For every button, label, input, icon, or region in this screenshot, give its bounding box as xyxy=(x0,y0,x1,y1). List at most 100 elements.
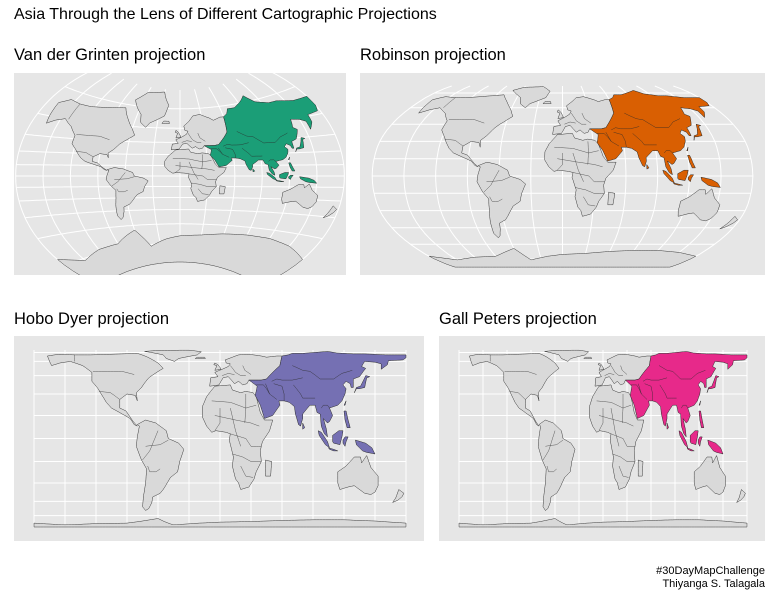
country-border xyxy=(244,394,246,424)
country-border xyxy=(92,371,135,375)
asia-highlight xyxy=(203,95,318,184)
country-border xyxy=(230,433,262,447)
asia-country-border xyxy=(268,159,276,162)
map-panel-robinson xyxy=(360,73,765,275)
country-border xyxy=(542,430,556,461)
land-layer xyxy=(46,91,337,275)
asia-new-guinea xyxy=(299,176,317,184)
country-border xyxy=(620,365,628,375)
country-border xyxy=(175,165,215,171)
landmass-new-zealand xyxy=(736,489,746,503)
meridian-line xyxy=(673,85,754,267)
country-border xyxy=(222,373,235,376)
landmass-greenland xyxy=(135,91,170,128)
landmass-australia xyxy=(281,183,318,209)
landmass-australia xyxy=(693,455,726,495)
country-border xyxy=(564,121,576,125)
asia-highlight xyxy=(589,90,721,188)
asia-japan xyxy=(354,375,371,393)
map-panel-gall-peters xyxy=(439,336,765,541)
asia-country-border xyxy=(252,132,288,144)
country-border xyxy=(610,365,623,376)
country-border xyxy=(201,154,203,170)
asia-country-border xyxy=(223,144,232,147)
country-border xyxy=(546,465,557,472)
asia-country-border xyxy=(659,384,677,399)
asia-asia-mainland xyxy=(203,95,318,176)
country-border xyxy=(99,391,120,400)
country-border xyxy=(187,133,202,143)
country-border xyxy=(554,147,599,154)
panel-title-gall-peters: Gall Peters projection xyxy=(439,310,597,328)
asia-country-border xyxy=(271,378,283,382)
landmass-europe xyxy=(594,354,652,387)
panel-title-hobo-dyer: Hobo Dyer projection xyxy=(14,310,169,328)
country-border xyxy=(610,408,620,447)
asia-sulawesi xyxy=(342,436,349,447)
country-border xyxy=(604,373,615,376)
asia-country-border xyxy=(225,147,236,159)
country-border xyxy=(573,172,605,182)
country-border xyxy=(504,371,537,375)
country-border xyxy=(147,465,161,472)
asia-borneo xyxy=(689,430,699,445)
asia-country-border xyxy=(638,383,648,400)
country-border xyxy=(618,465,629,478)
country-border xyxy=(188,161,199,180)
asia-japan xyxy=(295,137,306,153)
country-border xyxy=(190,182,217,187)
country-border xyxy=(145,439,169,447)
landmass-australia xyxy=(677,188,721,222)
parallel-line xyxy=(16,186,344,188)
landmass-south-america xyxy=(136,419,185,511)
asia-sulawesi xyxy=(697,436,703,447)
country-border xyxy=(583,196,596,207)
asia-country-border xyxy=(613,132,627,148)
landmass-iceland xyxy=(161,120,170,124)
asia-philippines xyxy=(687,155,696,169)
land-layer xyxy=(458,349,748,528)
landmass-new-zealand xyxy=(322,205,337,219)
asia-country-border xyxy=(282,377,303,381)
country-border xyxy=(622,394,624,424)
country-border xyxy=(230,408,241,447)
landmass-north-america xyxy=(418,94,514,168)
country-border xyxy=(509,391,526,400)
asia-new-guinea xyxy=(700,176,721,188)
landmass-madagascar xyxy=(219,185,226,195)
asia-java xyxy=(275,179,285,182)
asia-highlight xyxy=(248,351,407,455)
landmass-new-zealand xyxy=(719,216,738,230)
country-border xyxy=(197,133,206,142)
asia-country-border xyxy=(681,405,688,409)
country-border xyxy=(242,365,252,375)
landmass-iceland xyxy=(583,356,593,359)
land-layer xyxy=(418,86,738,268)
landmass-antarctica xyxy=(458,518,748,528)
meridian-line xyxy=(15,73,88,275)
landmass-australia xyxy=(337,455,379,495)
asia-japan xyxy=(693,123,703,141)
landmass-north-america xyxy=(469,353,560,427)
country-border xyxy=(211,400,257,409)
panel-title-van-der-grinten: Van der Grinten projection xyxy=(14,46,206,64)
parallel-line xyxy=(64,86,296,110)
country-border xyxy=(76,151,94,157)
country-border xyxy=(111,172,126,187)
asia-highlight xyxy=(625,351,748,455)
asia-country-border xyxy=(256,384,270,395)
country-border xyxy=(557,158,603,167)
graticule xyxy=(371,85,754,267)
country-border xyxy=(486,177,510,182)
country-border xyxy=(116,188,128,192)
country-border xyxy=(489,196,503,202)
landmass-madagascar xyxy=(265,459,272,477)
asia-sulawesi xyxy=(687,174,694,183)
landmass-north-america xyxy=(46,99,135,171)
landmass-south-america xyxy=(537,419,576,511)
map-gall-peters xyxy=(458,349,748,528)
asia-sulawesi xyxy=(288,175,294,180)
country-border xyxy=(581,113,591,124)
landmass-new-zealand xyxy=(392,489,405,503)
asia-country-border xyxy=(651,377,668,381)
